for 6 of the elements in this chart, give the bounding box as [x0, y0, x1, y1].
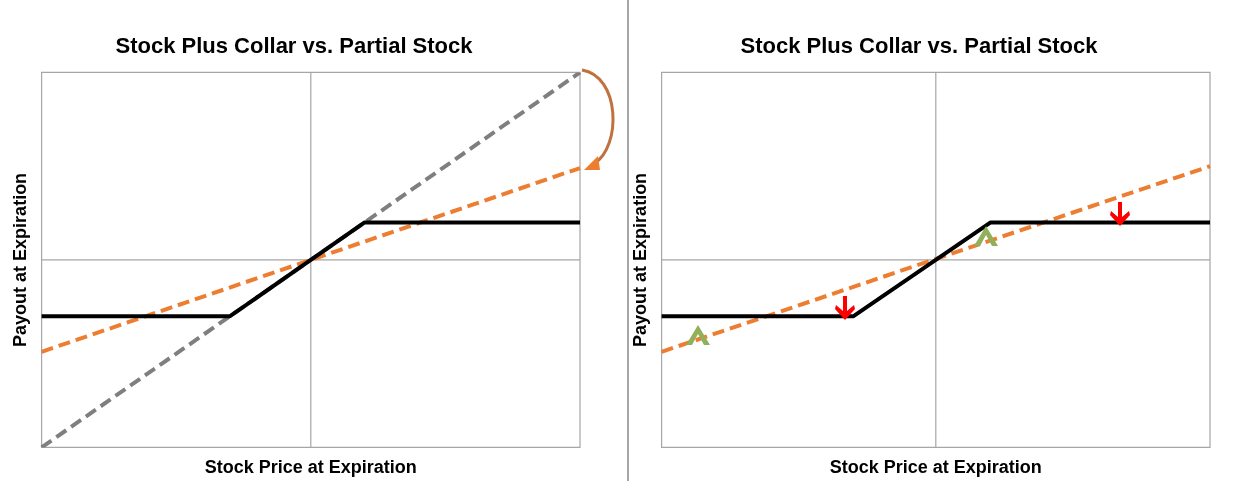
y-axis-title: Payout at Expiration — [629, 172, 650, 347]
chart-title: Stock Plus Collar vs. Partial Stock — [115, 33, 474, 59]
x-axis-title: Stock Price at Expiration — [829, 457, 1042, 478]
x-axis-title: Stock Price at Expiration — [204, 457, 417, 478]
chart-title: Stock Plus Collar vs. Partial Stock — [740, 33, 1099, 59]
y-axis-title: Payout at Expiration — [9, 172, 30, 347]
